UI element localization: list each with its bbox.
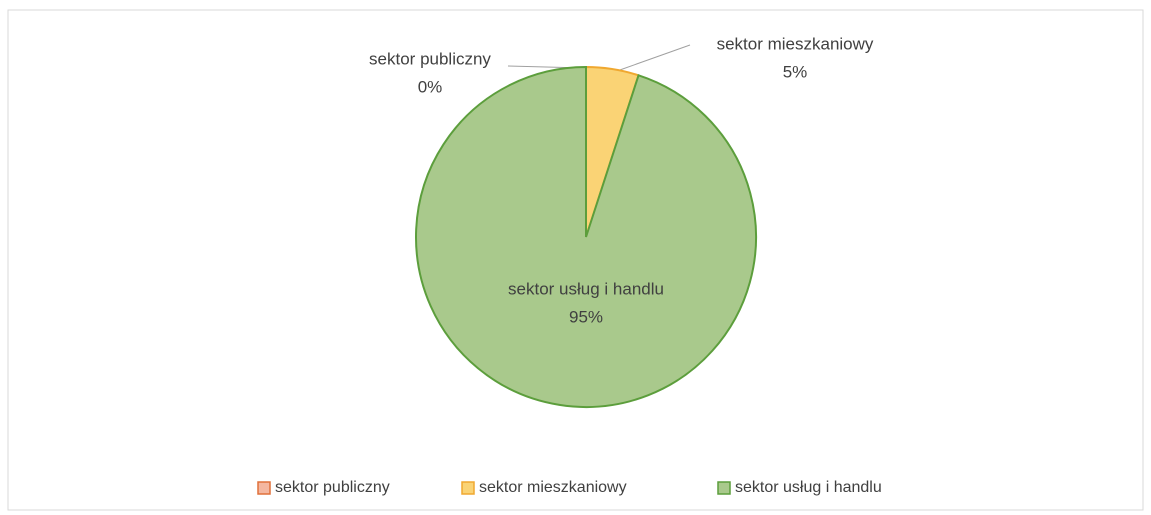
data-label: 0% xyxy=(418,77,443,96)
legend-label: sektor publiczny xyxy=(275,479,390,496)
legend-swatch xyxy=(257,481,271,495)
legend-swatch xyxy=(717,481,731,495)
data-label: 5% xyxy=(783,62,808,81)
pie-slice xyxy=(415,65,757,408)
data-label-name: sektor publiczny xyxy=(369,49,491,68)
leader-line xyxy=(616,44,691,72)
legend-label: sektor mieszkaniowy xyxy=(479,479,627,496)
data-label-name: sektor usług i handlu xyxy=(508,279,664,298)
legend-label: sektor usług i handlu xyxy=(735,479,882,496)
data-label-name: sektor mieszkaniowy xyxy=(717,34,874,53)
data-label: 95% xyxy=(569,307,603,326)
legend-swatch xyxy=(461,481,475,495)
